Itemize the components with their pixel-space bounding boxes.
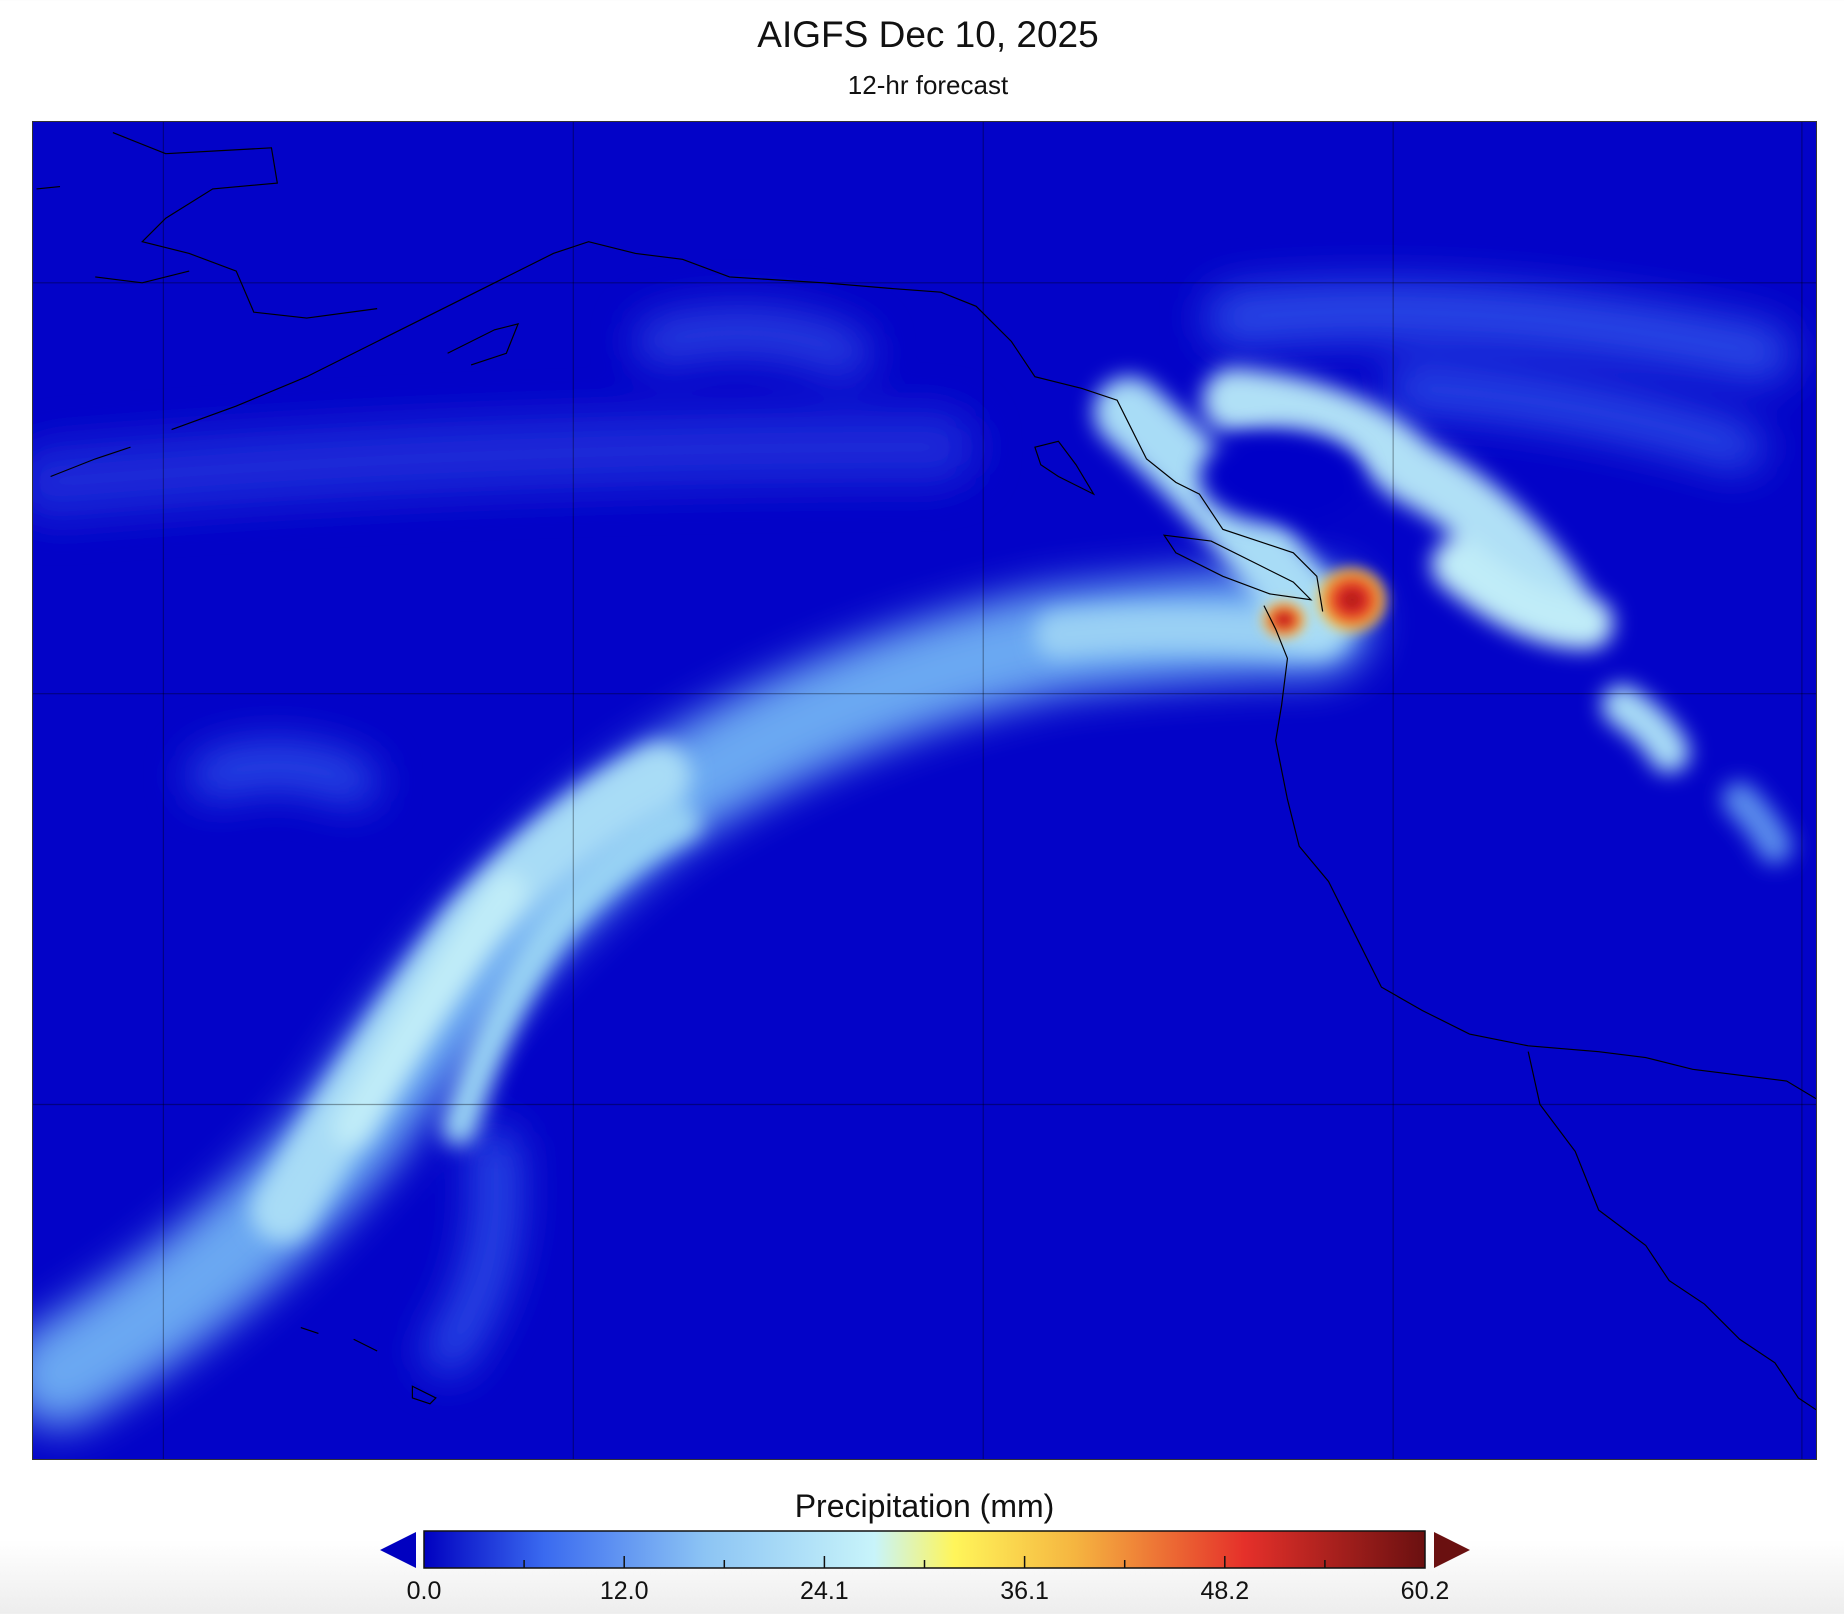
colorbar-label: Precipitation (mm) — [794, 1488, 1055, 1524]
chart-title: AIGFS Dec 10, 2025 — [757, 14, 1099, 55]
precip-field — [33, 281, 1793, 1428]
colorbar-tick-label: 24.1 — [800, 1577, 849, 1605]
colorbar — [380, 1530, 1470, 1570]
coastlines — [36, 132, 1816, 1411]
colorbar-max-extend-arrow — [1434, 1532, 1470, 1568]
precipitation-map — [32, 121, 1817, 1460]
colorbar-tick-label: 60.2 — [1400, 1577, 1450, 1605]
colorbar-tick-label: 0.0 — [406, 1577, 442, 1605]
colorbar-tick-label: 36.1 — [1000, 1577, 1049, 1605]
colorbar-tick-label: 12.0 — [599, 1577, 649, 1605]
colorbar-tick-label: 48.2 — [1200, 1577, 1250, 1605]
colorbar-min-extend-arrow — [380, 1532, 416, 1568]
gridlines — [33, 122, 1816, 1459]
chart-subtitle: 12-hr forecast — [847, 70, 1009, 100]
